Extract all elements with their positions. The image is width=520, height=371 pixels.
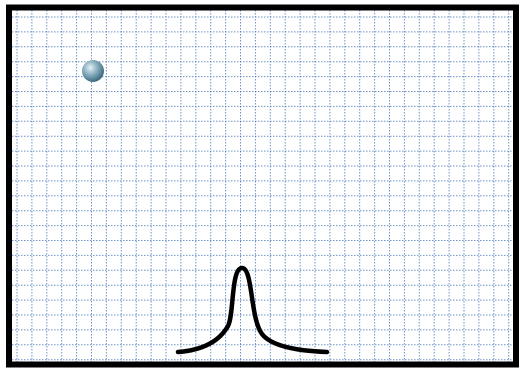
grid [12,10,513,362]
frame [6,4,519,368]
ball[interactable] [82,60,104,82]
bump-curve[interactable] [175,265,330,355]
